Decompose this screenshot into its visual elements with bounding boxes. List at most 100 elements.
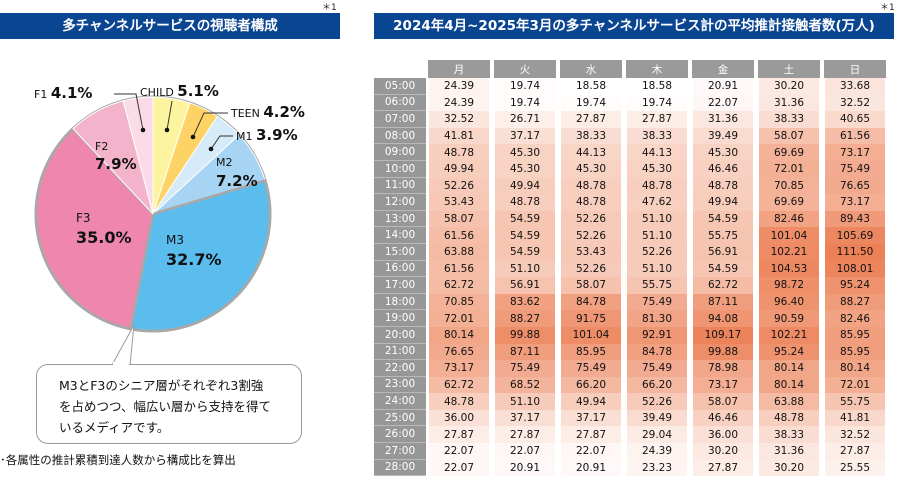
heatmap-cell: 19.74 [492, 94, 558, 112]
heatmap-cell: 46.46 [690, 409, 756, 427]
heatmap-cell: 45.30 [492, 160, 558, 178]
heatmap-cell: 53.43 [558, 243, 624, 261]
heatmap-cell: 69.69 [756, 194, 822, 211]
heatmap-cell: 22.07 [690, 94, 756, 112]
column-header-0: 月 [426, 60, 492, 78]
column-header-4: 金 [690, 60, 756, 78]
row-header-time: 12:00 [374, 194, 426, 211]
slice-value-m2: 7.2% [216, 172, 258, 190]
heatmap-cell: 48.78 [756, 409, 822, 427]
heatmap-cell: 39.49 [624, 409, 690, 427]
heatmap-cell: 51.10 [492, 393, 558, 410]
heatmap-cell: 75.49 [558, 360, 624, 377]
heatmap-cell: 18.58 [558, 78, 624, 95]
heatmap-cell: 76.65 [822, 177, 888, 195]
heatmap-cell: 90.59 [756, 310, 822, 327]
heatmap-cell: 95.24 [822, 277, 888, 294]
heatmap-cell: 101.04 [756, 227, 822, 244]
row-header-time: 25:00 [374, 409, 426, 427]
row-header-time: 13:00 [374, 210, 426, 228]
heatmap-cell: 66.20 [624, 376, 690, 394]
heatmap-cell: 85.95 [822, 343, 888, 361]
heatmap-cell: 31.36 [690, 111, 756, 128]
heatmap-cell: 82.46 [756, 210, 822, 228]
viewer-heatmap-table: 月火水木金土日 05:00 24.39 19.74 18.58 18.58 20.91 30… [374, 60, 888, 477]
heatmap-cell: 48.78 [426, 393, 492, 410]
heatmap-cell: 39.49 [690, 127, 756, 145]
heatmap-cell: 84.78 [558, 293, 624, 311]
heatmap-cell: 52.26 [624, 243, 690, 261]
row-header-time: 26:00 [374, 426, 426, 444]
row-header-time: 23:00 [374, 376, 426, 394]
heatmap-cell: 20.91 [690, 78, 756, 95]
heatmap-cell: 29.04 [624, 426, 690, 444]
heatmap-cell: 32.52 [822, 426, 888, 444]
heatmap-cell: 73.17 [426, 360, 492, 377]
table-row: 22:00 73.17 75.49 75.49 75.49 78.98 80.14 80.14 [374, 360, 888, 377]
heatmap-cell: 18.58 [624, 78, 690, 95]
heatmap-cell: 22.07 [558, 443, 624, 460]
heatmap-cell: 92.91 [624, 326, 690, 344]
heatmap-cell: 51.10 [492, 260, 558, 278]
pie-slice-f3 [34, 126, 155, 331]
heatmap-cell: 99.88 [690, 343, 756, 361]
heatmap-cell: 27.87 [822, 443, 888, 460]
heatmap-cell: 19.74 [492, 78, 558, 95]
table-row: 14:00 61.56 54.59 52.26 51.10 55.75 101.04 105.… [374, 227, 888, 244]
table-row: 10:00 49.94 45.30 45.30 45.30 46.46 72.01 75.49 [374, 160, 888, 178]
heatmap-cell: 56.91 [492, 277, 558, 294]
heatmap-cell: 55.75 [624, 277, 690, 294]
table-row: 12:00 53.43 48.78 48.78 47.62 49.94 69.69 73.17 [374, 194, 888, 211]
slice-label-f3: F3 [76, 211, 91, 225]
bubble-line: を占めつつ、幅広い層から支持を得て [59, 399, 272, 414]
table-row: 20:00 80.14 99.88 101.04 92.91 109.17 102.21 85… [374, 326, 888, 344]
heatmap-cell: 48.78 [690, 177, 756, 195]
table-row: 09:00 48.78 45.30 44.13 44.13 45.30 69.69 73.17 [374, 144, 888, 161]
row-header-time: 06:00 [374, 94, 426, 112]
table-row: 24:00 48.78 51.10 49.94 52.26 58.07 63.88 55.75 [374, 393, 888, 410]
heatmap-cell: 101.04 [558, 326, 624, 344]
heatmap-cell: 80.14 [426, 326, 492, 344]
table-row: 05:00 24.39 19.74 18.58 18.58 20.91 30.20 33.68 [374, 78, 888, 95]
heatmap-cell: 47.62 [624, 194, 690, 211]
heatmap-cell: 41.81 [426, 127, 492, 145]
heatmap-cell: 30.20 [756, 78, 822, 95]
table-row: 26:00 27.87 27.87 27.87 29.04 36.00 38.33 32.52 [374, 426, 888, 444]
leader-dot-teen [190, 134, 196, 140]
row-header-time: 17:00 [374, 277, 426, 294]
leader-dot-m1 [208, 146, 214, 152]
heatmap-cell: 76.65 [426, 343, 492, 361]
pie-chart-title: 多チャンネルサービスの視聴者構成 [0, 13, 340, 39]
heatmap-cell: 45.30 [558, 160, 624, 178]
heatmap-cell: 48.78 [624, 177, 690, 195]
heatmap-cell: 61.56 [426, 260, 492, 278]
leader-dot-f1 [140, 127, 146, 133]
heatmap-cell: 30.20 [690, 443, 756, 460]
table-row: 06:00 24.39 19.74 19.74 19.74 22.07 31.36 32.52 [374, 94, 888, 112]
heatmap-cell: 22.07 [426, 459, 492, 477]
heatmap-cell: 33.68 [822, 78, 888, 95]
heatmap-cell: 96.40 [756, 293, 822, 311]
row-header-time: 14:00 [374, 227, 426, 244]
table-row: 19:00 72.01 88.27 91.75 81.30 94.08 90.59 82.46 [374, 310, 888, 327]
heatmap-cell: 48.78 [492, 194, 558, 211]
heatmap-cell: 38.33 [756, 111, 822, 128]
heatmap-cell: 85.95 [558, 343, 624, 361]
heatmap-cell: 45.30 [492, 144, 558, 161]
heatmap-cell: 58.07 [558, 277, 624, 294]
note-mark-left: ＊1 [322, 3, 337, 13]
row-header-time: 15:00 [374, 243, 426, 261]
heatmap-cell: 37.17 [492, 127, 558, 145]
heatmap-cell: 46.46 [690, 160, 756, 178]
table-corner [374, 60, 426, 78]
heatmap-cell: 45.30 [624, 160, 690, 178]
leader-line-m1 [210, 135, 233, 150]
slice-label-teen: TEEN 4.2% [230, 103, 305, 121]
table-row: 21:00 76.65 87.11 85.95 84.78 99.88 95.24 85.95 [374, 343, 888, 361]
column-header-1: 火 [492, 60, 558, 78]
bubble-line: M3とF3のシニア層がそれぞれ3割強 [59, 378, 264, 393]
slice-label-f1: F1 4.1% [34, 84, 92, 102]
heatmap-cell: 51.10 [624, 260, 690, 278]
heatmap-cell: 62.72 [426, 277, 492, 294]
table-row: 23:00 62.72 68.52 66.20 66.20 73.17 80.14 72.01 [374, 376, 888, 394]
